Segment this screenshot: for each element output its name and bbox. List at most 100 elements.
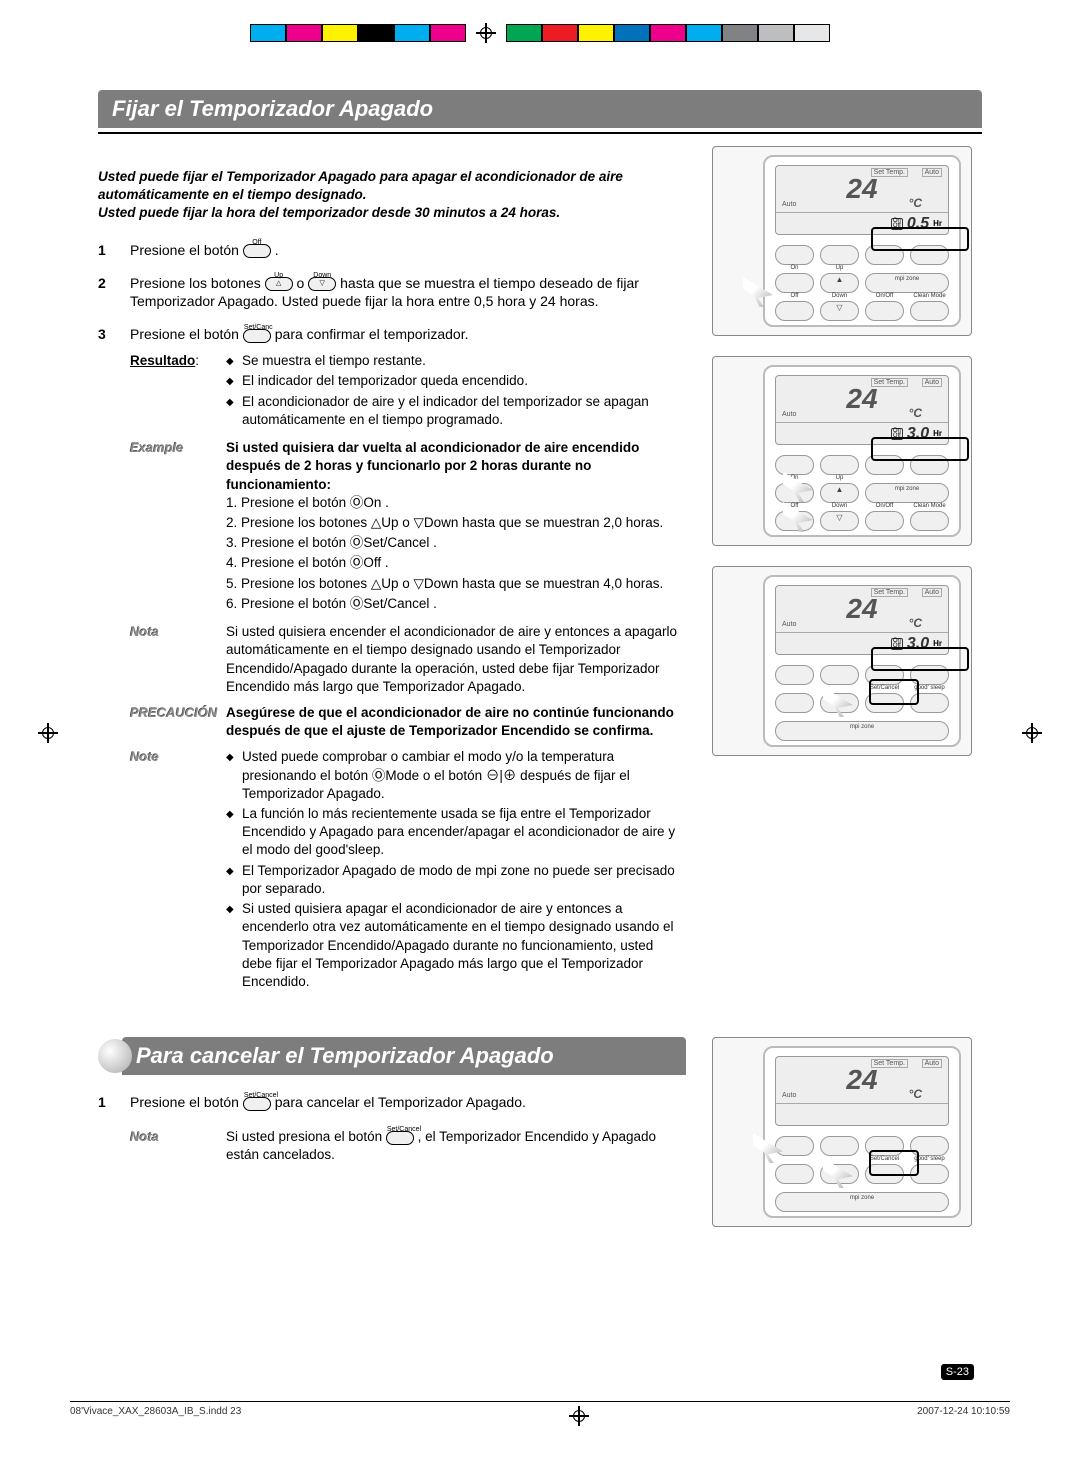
right-column: Set Temp. Auto Auto 24 °C OnOff 0.5 Hr <box>712 146 982 1007</box>
intro-line: Usted puede fijar el Temporizador Apagad… <box>98 168 686 204</box>
lcd-auto-label: Auto <box>922 378 942 387</box>
note-item: Si usted quisiera apagar el acondicionad… <box>226 900 686 991</box>
lcd-temp: 24 <box>846 173 877 205</box>
example-line: 4. Presione el botón ⓄOff . <box>226 554 686 572</box>
remote-onoff-button: On/Off <box>865 511 904 531</box>
nota-block: Nota Si usted quisiera encender el acond… <box>130 623 686 696</box>
step-text: Presione el botón <box>130 326 239 342</box>
title-end-cap <box>98 1039 132 1073</box>
registration-mark-icon <box>38 723 58 743</box>
lcd-temp-unit: °C <box>909 406 922 420</box>
remote-blank-button <box>820 1136 859 1156</box>
print-footer: 08'Vivace_XAX_28603A_IB_S.indd 23 2007-1… <box>70 1401 1010 1426</box>
lcd-temp-unit: °C <box>909 1087 922 1101</box>
highlight-box <box>871 227 969 251</box>
highlight-box <box>869 1150 919 1176</box>
remote-mpi-button: mpi zone <box>865 483 949 503</box>
step-text: para cancelar el Temporizador Apagado. <box>275 1094 526 1110</box>
note-item: El Temporizador Apagado de modo de mpi z… <box>226 862 686 898</box>
step-text: Presione el botón <box>130 242 239 258</box>
color-bar-left <box>250 24 466 42</box>
registration-mark-icon <box>569 1406 589 1426</box>
resultado-item: Se muestra el tiempo restante. <box>226 352 686 370</box>
note-label: Note <box>130 748 218 993</box>
remote-blank-button <box>820 455 859 475</box>
down-button-icon: Down▽ <box>308 277 336 291</box>
remote-blank-button <box>775 455 814 475</box>
example-line: 5. Presione los botones △Up o ▽Down hast… <box>226 575 686 593</box>
section2-title-wrap: Para cancelar el Temporizador Apagado <box>98 1037 686 1075</box>
step-1: 1 Presione el botón Off . <box>98 241 686 260</box>
precaucion-label: PRECAUCIÓN <box>130 704 218 740</box>
resultado-item: El acondicionador de aire y el indicador… <box>226 393 686 429</box>
lcd-set-label: Set Temp. <box>871 1059 908 1068</box>
step-number: 1 <box>98 1093 120 1164</box>
example-line: 2. Presione los botones △Up o ▽Down hast… <box>226 514 686 532</box>
page-number: S-23 <box>941 1364 974 1380</box>
setcancel-button-icon: Set/Cancel <box>243 1097 271 1111</box>
example-block: Example Si usted quisiera dar vuelta al … <box>130 439 686 615</box>
cancel-step-1: 1 Presione el botón Set/Cancel para canc… <box>98 1093 686 1164</box>
lcd-auto-label: Auto <box>782 201 796 208</box>
remote-up-button: Up <box>820 273 859 293</box>
color-bar-right <box>506 24 830 42</box>
step-text: o <box>297 275 305 291</box>
highlight-box <box>871 647 969 671</box>
remote-blank-button <box>775 245 814 265</box>
remote-blank-button <box>775 1136 814 1156</box>
lcd-temp: 24 <box>846 1064 877 1096</box>
precaucion-text: Asegúrese de que el acondicionador de ai… <box>226 704 686 740</box>
step-2: 2 Presione los botones Up△ o Down▽ hasta… <box>98 274 686 312</box>
remote-up-button: Up <box>820 483 859 503</box>
step-text: para confirmar el temporizador. <box>275 326 469 342</box>
remote-illustration-2: Set Temp. Auto Auto 24 °C OnOff 3.0 Hr <box>712 356 972 546</box>
remote-blank-button <box>775 665 814 685</box>
step-text: Presione los botones <box>130 275 261 291</box>
step-number: 3 <box>98 325 120 993</box>
remote-clean-button: Clean Mode <box>910 511 949 531</box>
up-button-icon: Up△ <box>265 277 293 291</box>
remote-illustration-3: Set Temp. Auto Auto 24 °C OnOff 3.0 Hr <box>712 566 972 756</box>
highlight-box <box>871 437 969 461</box>
example-label: Example <box>130 439 218 615</box>
lcd-auto-label: Auto <box>782 1092 796 1099</box>
step-text: Presione el botón <box>130 1094 243 1110</box>
note-item: La función lo más recientemente usada se… <box>226 805 686 860</box>
registration-mark-icon <box>1022 723 1042 743</box>
step-number: 1 <box>98 241 120 260</box>
remote-mpi-button: mpi zone <box>865 273 949 293</box>
remote-mpi-button: mpi zone <box>775 721 949 741</box>
remote-blank-button <box>820 245 859 265</box>
remote-illustration-4: Set Temp. Auto Auto 24 °C <box>712 1037 972 1227</box>
lcd-set-label: Set Temp. <box>871 168 908 177</box>
remote-on-button <box>775 1164 814 1184</box>
precaucion-block: PRECAUCIÓN Asegúrese de que el acondicio… <box>130 704 686 740</box>
setcancel-button-icon: Set/Cancel <box>386 1131 414 1145</box>
footer-date: 2007-12-24 10:10:59 <box>917 1406 1010 1426</box>
off-button-icon: Off <box>243 244 271 258</box>
step-body: Presione el botón Set/Canc para confirma… <box>130 325 686 993</box>
lcd-auto-label: Auto <box>922 588 942 597</box>
nota-text: Si usted presiona el botón Set/Cancel , … <box>226 1128 686 1164</box>
cancel-nota-block: Nota Si usted presiona el botón Set/Canc… <box>130 1128 686 1164</box>
remote-down-button: Down <box>820 511 859 531</box>
lcd-auto-label: Auto <box>782 411 796 418</box>
left-column: Usted puede fijar el Temporizador Apagad… <box>98 146 686 1007</box>
lcd-auto-label: Auto <box>782 621 796 628</box>
remote-clean-button: Clean Mode <box>910 301 949 321</box>
footer-filename: 08'Vivace_XAX_28603A_IB_S.indd 23 <box>70 1406 241 1426</box>
lcd-set-label: Set Temp. <box>871 378 908 387</box>
intro-line: Usted puede fijar la hora del temporizad… <box>98 204 686 222</box>
lcd-temp-unit: °C <box>909 616 922 630</box>
example-line: 3. Presione el botón ⓄSet/Cancel . <box>226 534 686 552</box>
lcd-auto-label: Auto <box>922 168 942 177</box>
section-title: Para cancelar el Temporizador Apagado <box>122 1037 686 1075</box>
note-block: Note Usted puede comprobar o cambiar el … <box>130 748 686 993</box>
setcancel-button-icon: Set/Canc <box>243 329 271 343</box>
step-body: Presione los botones Up△ o Down▽ hasta q… <box>130 274 686 312</box>
step-3: 3 Presione el botón Set/Canc para confir… <box>98 325 686 993</box>
resultado-block: Resultado: Se muestra el tiempo restante… <box>130 352 686 431</box>
lcd-set-label: Set Temp. <box>871 588 908 597</box>
lcd-auto-label: Auto <box>922 1059 942 1068</box>
lcd-temp: 24 <box>846 383 877 415</box>
